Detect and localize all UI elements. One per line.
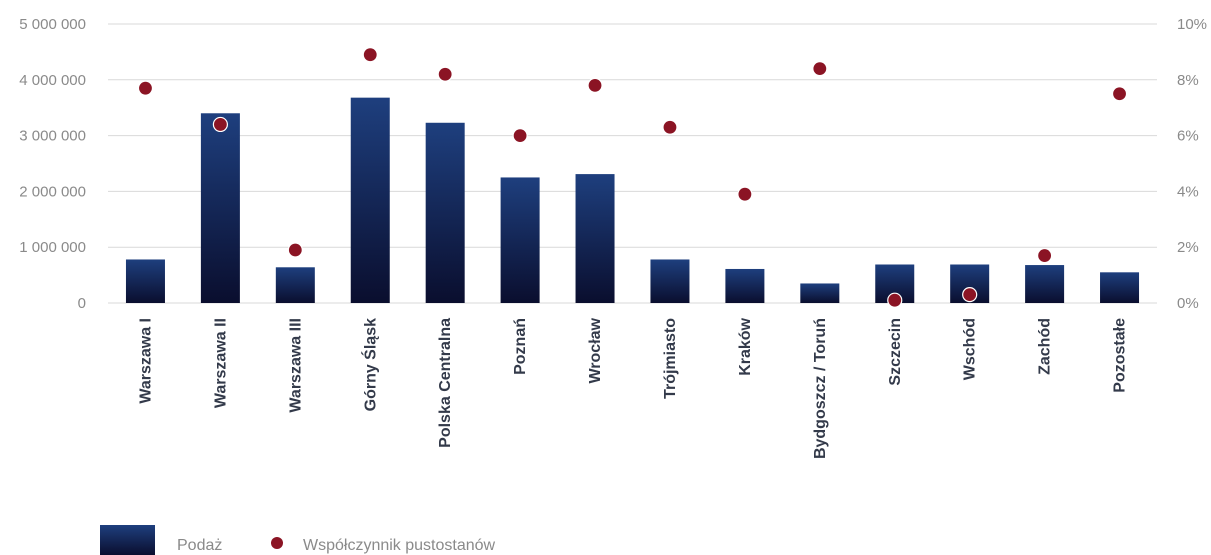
left-tick-label: 4 000 000 <box>19 72 86 89</box>
data-point <box>812 61 828 77</box>
bar-series <box>125 97 1140 304</box>
bar <box>1025 265 1065 303</box>
data-point <box>962 287 978 303</box>
right-tick-label: 10% <box>1177 16 1207 33</box>
legend-point-swatch <box>271 537 283 549</box>
legend-bar-label: Podaż <box>177 537 222 554</box>
data-point <box>437 66 453 82</box>
data-point <box>1037 247 1053 264</box>
category-label: Kraków <box>737 317 754 375</box>
data-point <box>362 47 378 63</box>
bar <box>650 259 690 303</box>
left-tick-label: 5 000 000 <box>19 16 86 33</box>
bar <box>200 113 240 303</box>
bar <box>800 283 840 303</box>
category-label: Wschód <box>962 318 979 380</box>
left-axis: 0 1 000 000 2 000 000 3 000 000 4 000 000 5 0… <box>19 16 86 312</box>
category-label: Bydgoszcz / Toruń <box>812 318 829 459</box>
gridlines <box>108 23 1157 304</box>
bar <box>500 177 540 303</box>
legend-bar-swatch <box>100 525 155 555</box>
data-point <box>1111 86 1128 102</box>
category-label: Poznań <box>512 318 529 375</box>
bar <box>725 268 765 303</box>
left-tick-label: 2 000 000 <box>19 183 86 200</box>
right-tick-label: 8% <box>1177 72 1199 89</box>
data-point <box>287 242 303 258</box>
bar <box>125 259 165 303</box>
point-series <box>137 47 1128 308</box>
right-tick-label: 2% <box>1177 239 1199 256</box>
data-point <box>512 128 528 144</box>
data-point <box>737 186 753 202</box>
data-point <box>662 119 678 135</box>
data-point <box>587 77 603 93</box>
right-tick-label: 6% <box>1177 128 1199 145</box>
left-tick-label: 3 000 000 <box>19 128 86 145</box>
category-label: Wrocław <box>587 317 604 383</box>
category-label: Trójmiasto <box>662 318 679 399</box>
category-label: Górny Śląsk <box>360 318 379 411</box>
right-tick-label: 0% <box>1177 295 1199 312</box>
category-label: Polska Centralna <box>437 318 454 448</box>
legend: Podaż Współczynnik pustostanów <box>100 525 496 555</box>
category-label: Szczecin <box>887 318 904 386</box>
left-tick-label: 0 <box>78 295 86 312</box>
left-tick-label: 1 000 000 <box>19 239 86 256</box>
data-point <box>137 80 154 96</box>
right-axis: 0% 2% 4% 6% 8% 10% <box>1177 16 1207 312</box>
category-label: Warszawa I <box>137 318 154 404</box>
right-tick-label: 4% <box>1177 183 1199 200</box>
category-label: Warszawa II <box>212 318 229 408</box>
bar <box>1100 272 1140 303</box>
bar <box>350 97 390 303</box>
category-label: Warszawa III <box>287 318 304 413</box>
category-label: Pozostałe <box>1112 318 1129 393</box>
bar <box>275 267 315 303</box>
category-label: Zachód <box>1037 318 1054 375</box>
legend-point-label: Współczynnik pustostanów <box>303 537 496 554</box>
category-labels: Warszawa I Warszawa II Warszawa III Górny Ś… <box>137 317 1128 459</box>
bar <box>575 174 615 303</box>
data-point <box>887 292 903 308</box>
bar <box>425 122 465 304</box>
data-point <box>212 116 228 133</box>
